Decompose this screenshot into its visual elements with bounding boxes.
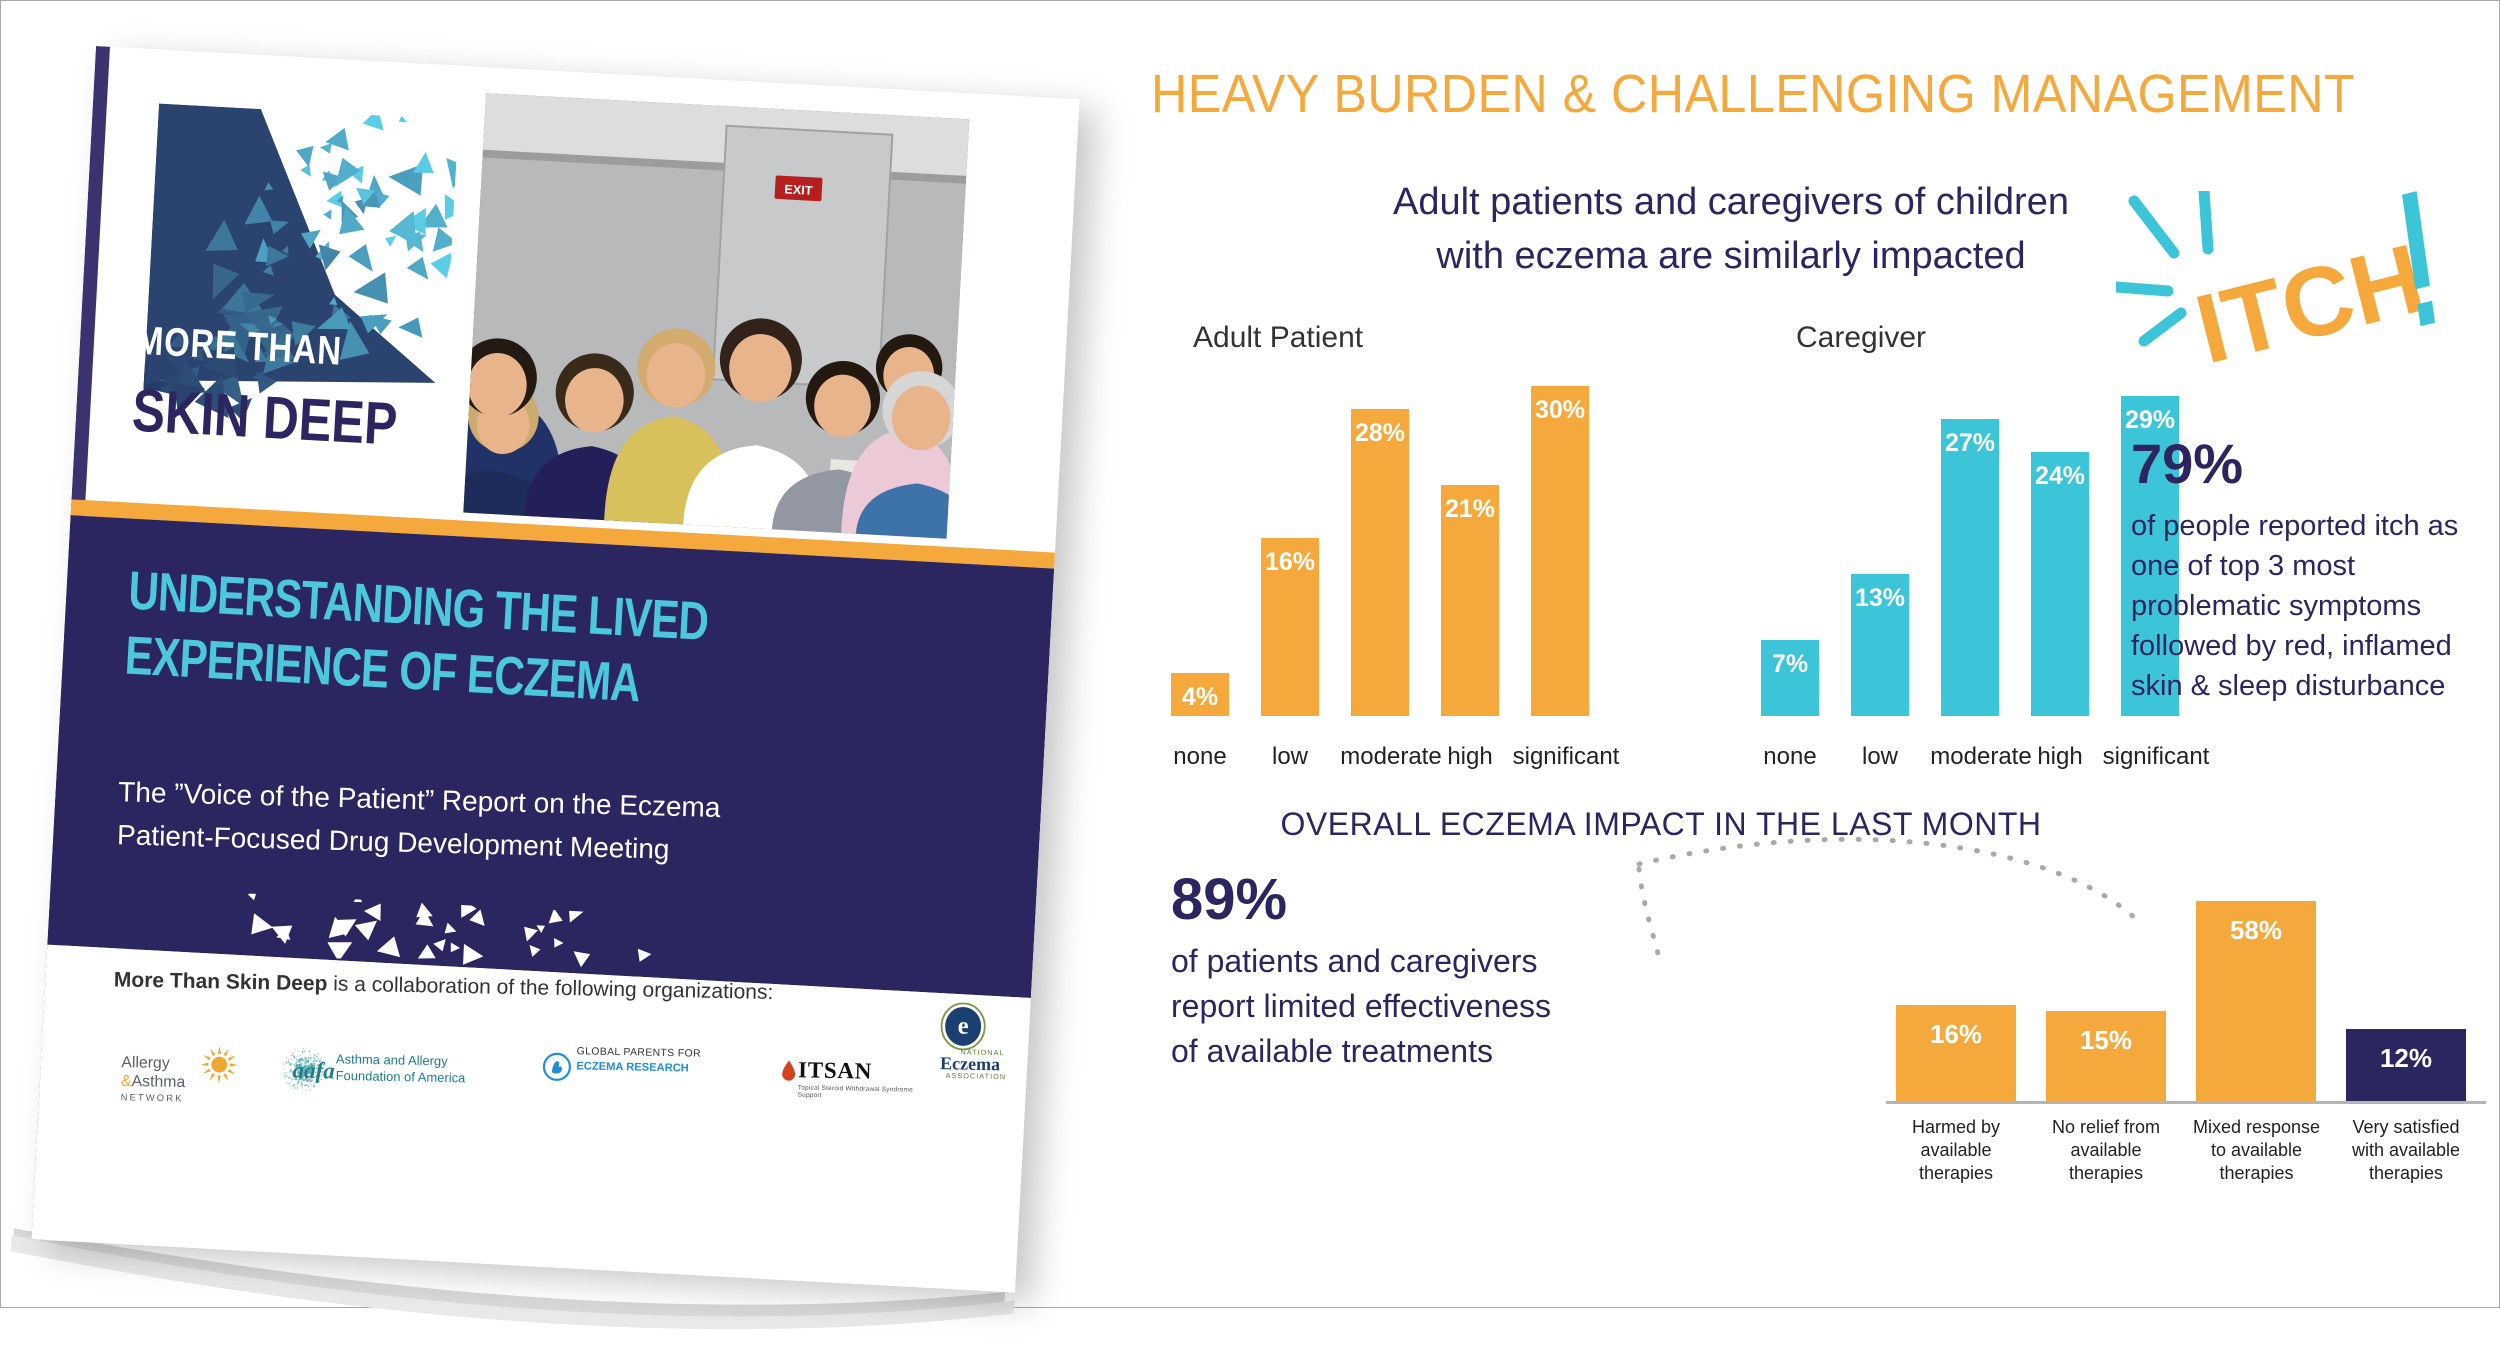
svg-text:e: e xyxy=(957,1012,969,1039)
svg-text:ITCH: ITCH xyxy=(2185,222,2433,384)
svg-text:EXIT: EXIT xyxy=(784,182,813,198)
